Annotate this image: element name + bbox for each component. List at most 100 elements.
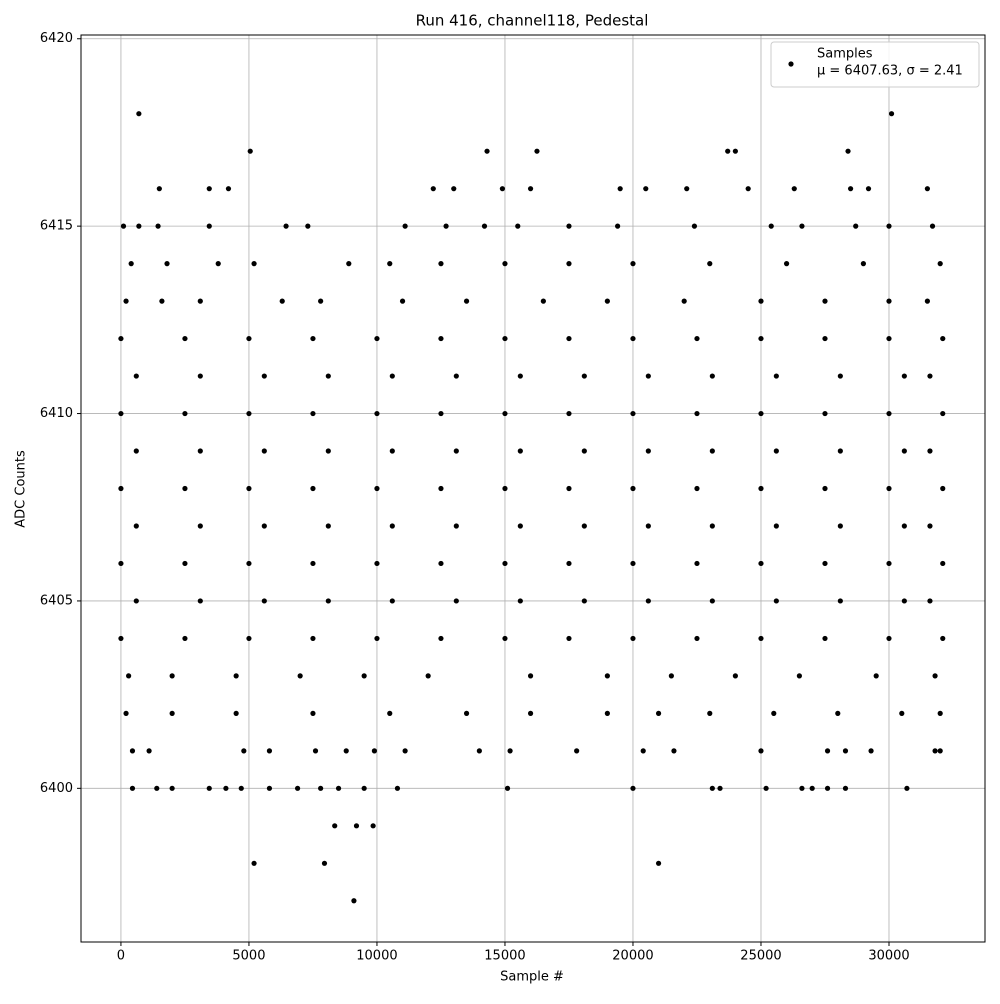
data-point: [123, 710, 129, 716]
data-point: [332, 823, 338, 829]
data-point: [182, 485, 188, 492]
y-tick-label: 6415: [40, 219, 73, 234]
data-point: [771, 710, 777, 716]
data-point: [758, 485, 764, 492]
data-point: [643, 186, 649, 192]
data-point: [118, 335, 124, 342]
data-point: [581, 598, 587, 604]
x-tick-label: 10000: [356, 949, 397, 964]
x-tick-label: 30000: [868, 949, 909, 964]
data-point: [822, 410, 828, 417]
data-point: [374, 410, 380, 417]
data-point: [361, 673, 367, 679]
data-point: [773, 373, 779, 379]
data-point: [443, 223, 449, 229]
data-point: [645, 523, 651, 529]
data-point: [129, 748, 136, 754]
data-point: [502, 635, 508, 642]
data-point: [707, 710, 713, 716]
data-point: [886, 635, 892, 642]
data-point: [630, 485, 636, 492]
data-point: [929, 223, 936, 229]
points: [118, 111, 946, 904]
data-point: [154, 785, 160, 791]
data-point: [694, 335, 700, 342]
data-point: [402, 223, 408, 229]
data-point: [438, 635, 444, 642]
data-point: [615, 223, 621, 229]
data-point: [246, 410, 252, 417]
data-point: [197, 598, 203, 604]
data-point: [886, 560, 892, 567]
data-point: [927, 448, 933, 454]
data-point: [927, 373, 933, 379]
data-point: [517, 523, 523, 529]
data-point: [937, 261, 943, 267]
data-point: [502, 261, 508, 267]
data-point: [630, 785, 636, 791]
data-point: [261, 523, 267, 529]
data-point: [534, 148, 540, 154]
data-point: [463, 710, 470, 716]
data-point: [937, 748, 943, 754]
data-point: [671, 748, 677, 754]
data-point: [717, 785, 723, 791]
data-point: [438, 560, 444, 567]
x-tick-label: 5000: [232, 949, 265, 964]
data-point: [118, 410, 124, 417]
data-point: [758, 410, 764, 417]
data-point: [251, 261, 257, 267]
data-point: [515, 223, 521, 229]
data-point: [389, 448, 395, 454]
data-point: [845, 148, 851, 154]
data-point: [791, 186, 797, 192]
data-point: [824, 748, 831, 754]
data-point: [888, 111, 895, 117]
data-point: [451, 186, 457, 192]
legend-note: μ = 6407.63, σ = 2.41: [817, 64, 963, 79]
data-point: [502, 560, 508, 567]
data-point: [937, 710, 943, 716]
data-point: [645, 448, 651, 454]
data-point: [318, 785, 324, 791]
data-point: [574, 748, 580, 754]
data-point: [901, 523, 907, 529]
data-point: [566, 223, 572, 229]
data-point: [310, 560, 316, 567]
data-point: [758, 298, 764, 304]
data-point: [566, 335, 572, 342]
data-point: [169, 710, 175, 716]
data-point: [484, 148, 490, 154]
data-point: [694, 560, 700, 567]
data-point: [837, 523, 843, 529]
data-point: [640, 748, 646, 754]
data-point: [136, 223, 142, 229]
data-point: [133, 598, 139, 604]
data-point: [159, 298, 165, 304]
data-point: [799, 785, 805, 791]
data-point: [566, 261, 572, 267]
data-point: [120, 223, 127, 229]
data-point: [566, 560, 572, 567]
data-point: [182, 410, 188, 417]
data-point: [630, 410, 636, 417]
data-point: [325, 523, 331, 529]
data-point: [566, 635, 572, 642]
data-point: [182, 335, 188, 342]
data-point: [842, 785, 849, 791]
data-point: [932, 748, 938, 754]
data-point: [310, 635, 316, 642]
data-point: [901, 373, 907, 379]
y-tick-label: 6410: [40, 406, 73, 421]
data-point: [822, 485, 828, 492]
legend: Samples μ = 6407.63, σ = 2.41: [770, 41, 980, 88]
data-point: [297, 673, 303, 679]
data-point: [481, 223, 488, 229]
data-point: [502, 410, 508, 417]
data-point: [924, 186, 930, 192]
data-point: [502, 335, 508, 342]
data-point: [389, 373, 395, 379]
data-point: [581, 523, 587, 529]
data-point: [681, 298, 687, 304]
